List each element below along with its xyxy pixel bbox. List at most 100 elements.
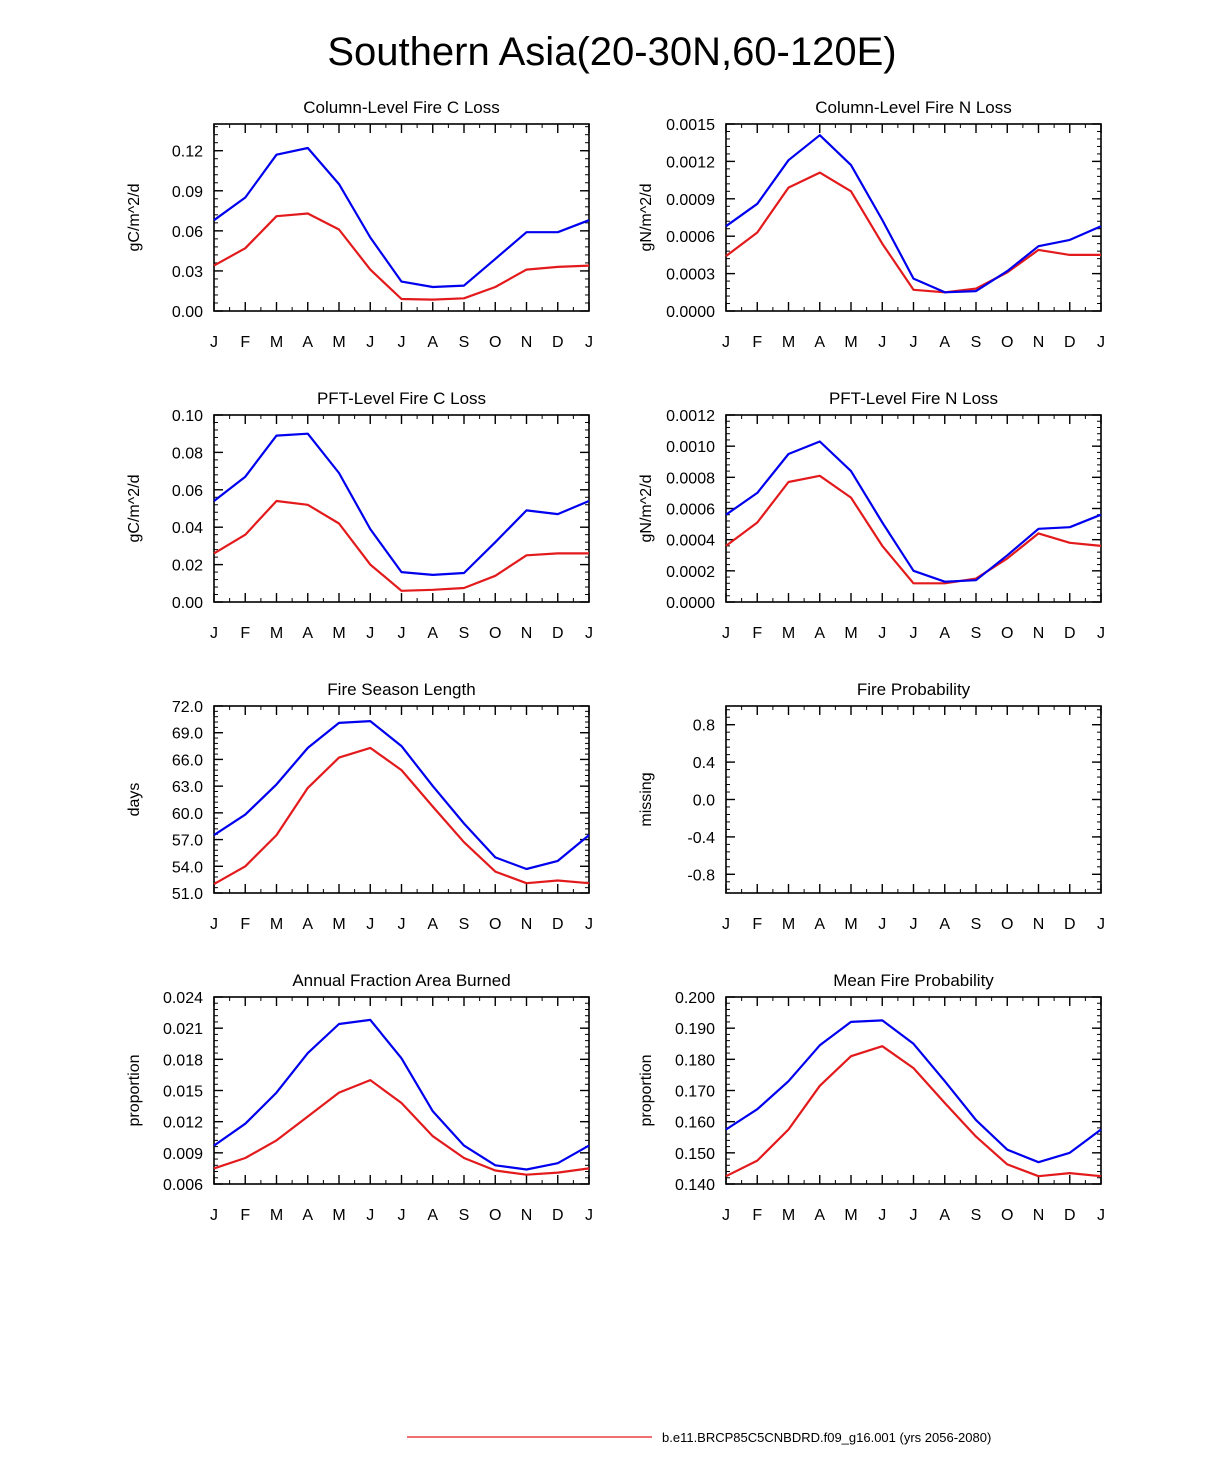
y-tick-label: 0.08 bbox=[172, 445, 203, 462]
y-tick-label: 54.0 bbox=[172, 859, 203, 876]
chart-panel-8: J F M A M J J A S O N D J 0.140 0.150 0.160 0.170 0.180 0.… bbox=[638, 971, 1105, 1224]
chart-title: Column-Level Fire N Loss bbox=[815, 98, 1012, 117]
y-tick-label: 0.12 bbox=[172, 144, 203, 161]
x-tick-label: M bbox=[270, 625, 283, 642]
series-line-blue bbox=[725, 1019, 1102, 1164]
x-tick-label: J bbox=[585, 334, 593, 351]
series-line-blue bbox=[213, 719, 590, 871]
y-tick-label: 0.0009 bbox=[666, 192, 715, 209]
series-line-red bbox=[213, 212, 590, 301]
y-tick-label: 0.00 bbox=[172, 304, 203, 321]
series-line-red bbox=[725, 171, 1101, 294]
x-tick-label: J bbox=[1097, 1207, 1105, 1224]
x-tick-label: A bbox=[302, 916, 313, 933]
x-tick-label: O bbox=[489, 916, 501, 933]
x-tick-label: J bbox=[722, 334, 730, 351]
x-tick-label: J bbox=[878, 916, 886, 933]
x-tick-label: F bbox=[240, 1207, 250, 1224]
x-tick-label: J bbox=[722, 625, 730, 642]
x-tick-label: N bbox=[1033, 334, 1045, 351]
chart-panel-2: J F M A M J J A S O N D J 0.0000 0.0003 0.0006 0.0009 0.0… bbox=[638, 98, 1105, 351]
y-axis-label: days bbox=[126, 783, 143, 817]
y-tick-label: 0.170 bbox=[675, 1084, 715, 1101]
x-tick-label: F bbox=[240, 334, 250, 351]
x-tick-label: N bbox=[1033, 625, 1045, 642]
x-tick-label: J bbox=[910, 916, 918, 933]
x-tick-label: J bbox=[366, 1207, 374, 1224]
chart-title: Fire Probability bbox=[857, 680, 971, 699]
chart-title: PFT-Level Fire C Loss bbox=[317, 389, 486, 408]
x-tick-label: D bbox=[552, 1207, 564, 1224]
y-tick-label: 0.04 bbox=[172, 520, 203, 537]
x-tick-label: J bbox=[722, 916, 730, 933]
y-tick-label: 57.0 bbox=[172, 833, 203, 850]
x-tick-label: A bbox=[302, 1207, 313, 1224]
x-tick-label: J bbox=[366, 625, 374, 642]
x-tick-label: M bbox=[332, 1207, 345, 1224]
x-tick-label: J bbox=[210, 334, 218, 351]
plot-frame bbox=[725, 414, 1102, 603]
x-tick-label: M bbox=[844, 334, 857, 351]
y-tick-label: 0.4 bbox=[693, 755, 715, 772]
y-tick-label: 0.180 bbox=[675, 1052, 715, 1069]
series-line-red bbox=[213, 1078, 590, 1176]
x-tick-label: N bbox=[1033, 1207, 1045, 1224]
x-tick-label: D bbox=[1064, 1207, 1076, 1224]
x-tick-label: J bbox=[585, 916, 593, 933]
x-tick-label: J bbox=[210, 1207, 218, 1224]
series-line-red bbox=[213, 746, 590, 886]
series-line-blue bbox=[725, 440, 1102, 583]
x-tick-label: A bbox=[814, 625, 825, 642]
x-tick-label: M bbox=[332, 916, 345, 933]
chart-title: PFT-Level Fire N Loss bbox=[829, 389, 998, 408]
y-tick-label: 0.0012 bbox=[666, 408, 715, 425]
x-tick-label: A bbox=[814, 334, 825, 351]
x-tick-label: D bbox=[1064, 334, 1076, 351]
x-tick-label: J bbox=[910, 334, 918, 351]
y-tick-label: 0.150 bbox=[675, 1146, 715, 1163]
y-axis-label: proportion bbox=[126, 1054, 143, 1126]
x-tick-label: J bbox=[878, 625, 886, 642]
x-tick-label: M bbox=[270, 916, 283, 933]
chart-panel-4: J F M A M J J A S O N D J 0.0000 0.0002 0.0004 0.0006 0.0… bbox=[638, 389, 1105, 642]
x-tick-label: O bbox=[489, 334, 501, 351]
x-tick-label: A bbox=[427, 625, 438, 642]
y-tick-label: 0.02 bbox=[172, 558, 203, 575]
chart-panel-6: J F M A M J J A S O N D J -0.8 -0.4 0.0 0.4 0.8 Fire Proba… bbox=[638, 680, 1105, 933]
x-tick-label: O bbox=[489, 625, 501, 642]
y-axis-label: missing bbox=[638, 772, 655, 826]
y-tick-label: 0.0003 bbox=[666, 267, 715, 284]
plot-frame bbox=[213, 996, 590, 1185]
chart-title: Mean Fire Probability bbox=[833, 971, 994, 990]
x-tick-label: D bbox=[1064, 625, 1076, 642]
chart-title: Annual Fraction Area Burned bbox=[292, 971, 510, 990]
y-axis-label: gN/m^2/d bbox=[638, 184, 655, 252]
y-tick-label: 0.0000 bbox=[666, 304, 715, 321]
chart-title: Fire Season Length bbox=[327, 680, 475, 699]
y-tick-label: 0.0010 bbox=[666, 439, 715, 456]
x-tick-label: J bbox=[910, 1207, 918, 1224]
series-line-blue bbox=[213, 432, 590, 577]
y-tick-label: 0.0000 bbox=[666, 595, 715, 612]
x-tick-label: M bbox=[844, 916, 857, 933]
x-tick-label: A bbox=[814, 916, 825, 933]
x-tick-label: D bbox=[552, 916, 564, 933]
y-tick-label: 0.0006 bbox=[666, 229, 715, 246]
x-tick-label: A bbox=[427, 334, 438, 351]
chart-panel-5: J F M A M J J A S O N D J 51.0 54.0 57.0 60.0 63.0 66.0 69.… bbox=[126, 680, 593, 933]
x-tick-label: N bbox=[521, 334, 533, 351]
series-line-red bbox=[725, 474, 1102, 585]
y-tick-label: 69.0 bbox=[172, 726, 203, 743]
y-tick-label: 0.0012 bbox=[666, 154, 715, 171]
y-tick-label: 0.0015 bbox=[666, 117, 715, 134]
y-tick-label: 0.06 bbox=[172, 224, 203, 241]
y-axis-label: gC/m^2/d bbox=[126, 184, 143, 252]
x-tick-label: J bbox=[1097, 334, 1105, 351]
x-tick-label: N bbox=[521, 625, 533, 642]
y-tick-label: 0.015 bbox=[163, 1084, 203, 1101]
x-tick-label: A bbox=[814, 1207, 825, 1224]
x-tick-label: M bbox=[332, 334, 345, 351]
x-tick-label: D bbox=[552, 334, 564, 351]
y-tick-label: 0.09 bbox=[172, 184, 203, 201]
y-tick-label: 0.012 bbox=[163, 1115, 203, 1132]
